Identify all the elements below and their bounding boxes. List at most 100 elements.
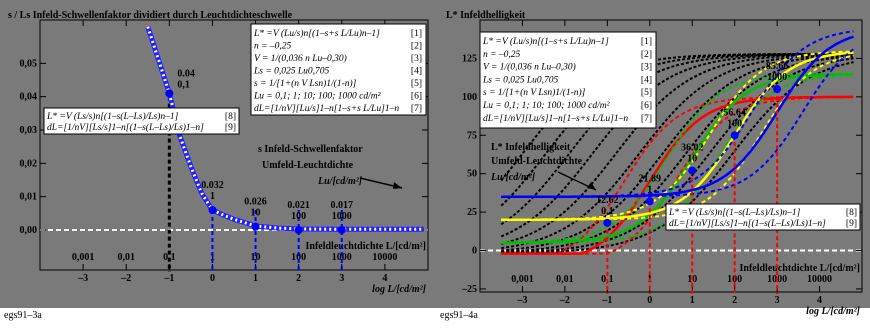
background-curve [501, 54, 854, 252]
formula-number: [5] [641, 88, 652, 98]
annotation-line: Lu/[cd/m²] [317, 176, 363, 187]
x-axis-label: log L/[cd/m²] [806, 306, 860, 317]
x-tick-label: 1 [253, 273, 258, 284]
annotation-line: L* Infeldhelligkeit [491, 142, 571, 153]
formula-line: Lu = 0,1; 1; 10; 100; 1000 cd/m² [253, 92, 381, 102]
x-tick-label: 3 [775, 295, 780, 306]
series-curve [501, 50, 854, 221]
formula-box [250, 23, 427, 116]
formula-number: [6] [411, 92, 422, 102]
x-tick-top-label: 0,01 [117, 252, 135, 263]
formula-number: [8] [225, 112, 236, 122]
formula-number: [3] [641, 63, 652, 73]
data-point [251, 222, 260, 231]
annotation-arrowhead [587, 182, 596, 190]
chart-right: –25 0 25 50 75 100 125 –3 0,001 –2 0,01 –1 0,1 0 1 1 10 2… [436, 0, 870, 325]
x-tick-top-label: 0,1 [163, 252, 176, 263]
plot-frame [479, 19, 863, 293]
formula-number: [2] [641, 50, 652, 60]
formula-line: L* =V (Lu/s)n[(1–s+s L/Lu)n–1] [253, 28, 380, 39]
data-label-value: 0.032 [201, 180, 224, 191]
x-tick-label: 2 [732, 295, 737, 306]
series-curve [501, 30, 854, 198]
formula-number: [9] [846, 219, 857, 229]
data-label-lu: 100 [727, 118, 742, 129]
formula-line: L* =V (Lu/s)n[(1–s+s L/Lu)n–1] [482, 36, 609, 47]
data-label-lu: 1 [647, 184, 652, 195]
x-axis-top-label: Infeldleuchtdichte L/[cd/m²] [306, 241, 427, 252]
data-point [208, 206, 217, 214]
x-tick-top-label: 100 [727, 274, 742, 285]
formula-line: L* =V (Ls/s)n[(1–s(L–Ls)/Ls)n–1] [668, 207, 801, 218]
background-curve [500, 52, 854, 226]
y-tick-label: 0,03 [20, 125, 38, 136]
formula-box-2 [665, 203, 861, 231]
data-label-value: 12.62 [596, 195, 619, 206]
x-tick-label: –2 [120, 273, 131, 284]
y-tick-label: 50 [467, 169, 477, 180]
plot-frame [39, 19, 429, 271]
x-tick-label: –3 [516, 295, 527, 306]
data-label-value: 0.017 [331, 200, 354, 211]
formula-line: Lu = 0,1; 1; 10; 100; 1000 cd/m² [482, 101, 610, 111]
chart-left-svg: 0,00 0,01 0,02 0,03 0,04 0,05 –3 0,001 –2 0,01 –1 0… [0, 0, 436, 308]
x-tick-label: –1 [601, 295, 612, 306]
x-tick-label: 3 [339, 273, 344, 284]
formula-line: Ls = 0,025 Lu0,705 [482, 75, 559, 85]
data-point [337, 226, 346, 234]
data-label-lu: 10 [687, 154, 697, 165]
series-curve [501, 95, 854, 255]
x-tick-top-label: 10 [251, 252, 261, 263]
x-tick-label: 2 [296, 273, 301, 284]
data-label-value: 0.026 [244, 197, 267, 208]
formula-line: dL=[1/nV][Lu/s]1–n[1–s+s L/Lu]1–n [254, 104, 399, 114]
data-point [730, 131, 739, 140]
y-tick-label: 25 [467, 207, 477, 218]
chart-right-svg: –25 0 25 50 75 100 125 –3 0,001 –2 0,01 –1 0,1 0 1 1 10 2… [436, 0, 870, 317]
data-point [294, 226, 303, 234]
y-tick-label: 0,02 [20, 158, 38, 169]
y-tick-label: 0,05 [20, 58, 38, 69]
data-label-lu: 1 [210, 191, 215, 202]
data-label-value: 36.02 [681, 143, 704, 154]
annotation-line: Umfeld-Leuchtdichte [491, 156, 583, 167]
x-tick-label: –2 [559, 295, 570, 306]
figure-id-left: egs91–3a [4, 310, 42, 321]
formula-number: [8] [846, 208, 857, 218]
data-label-lu: 100 [291, 211, 306, 222]
y-tick-label: 100 [462, 92, 477, 103]
x-tick-top-label: 1000 [332, 252, 352, 263]
data-label-value: 56.64 [723, 107, 746, 118]
x-tick-top-label: 0,001 [72, 252, 95, 263]
y-tick-label: –25 [461, 284, 477, 295]
x-tick-top-label: 10000 [372, 252, 397, 263]
x-tick-label: 4 [382, 273, 387, 284]
annotation-arrowhead [393, 182, 402, 189]
formula-line: V = 1/(0,036 n Lu–0,30) [483, 62, 576, 73]
y-tick-label: 125 [462, 53, 477, 64]
x-axis-label: log L/[cd/m²] [372, 284, 426, 295]
formula-number: [4] [411, 67, 422, 77]
y-tick-label: 0,00 [20, 225, 38, 236]
formula-number: [1] [641, 37, 652, 47]
data-label-lu: 1000 [767, 72, 787, 83]
x-axis-top-label: Infeldleuchtdichte L/[cd/m²] [740, 263, 861, 274]
background-curve [501, 53, 854, 250]
x-tick-label: –1 [163, 273, 174, 284]
data-label-value: 85.66 [766, 61, 789, 72]
formula-number: [7] [411, 104, 422, 114]
data-label-lu: 0,1 [601, 206, 614, 217]
y-tick-label: 0,04 [20, 92, 38, 103]
y-tick-label: 75 [467, 130, 477, 141]
data-label-lu: 10 [251, 208, 261, 219]
formula-number: [9] [225, 123, 236, 133]
formula-number: [4] [641, 75, 652, 85]
formula-line: s = 1/[1+(n V Lsn)1/(1-n)] [483, 87, 586, 98]
formula-box-2 [43, 107, 240, 135]
formula-line: dL=[1/nV][Lu/s]1–n[1–s+s L/Lu]1–n [483, 114, 628, 124]
y-tick-label: 0 [472, 246, 477, 257]
formula-number: [5] [411, 79, 422, 89]
data-point [645, 197, 654, 206]
background-curve [500, 53, 854, 245]
chart-left: 0,00 0,01 0,02 0,03 0,04 0,05 –3 0,001 –2 0,01 –1 0… [0, 0, 436, 325]
